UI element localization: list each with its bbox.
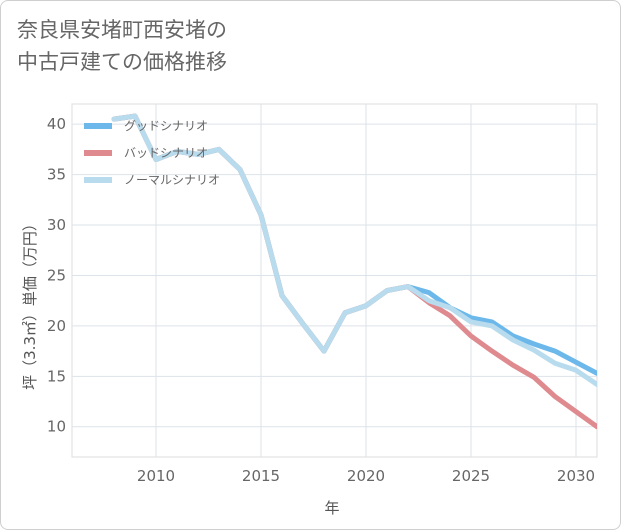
chart-title-line-1: 奈良県安堵町西安堵の — [17, 18, 227, 42]
y-tick-label: 25 — [47, 266, 66, 284]
x-tick-label: 2025 — [452, 467, 490, 485]
plot-area — [71, 103, 598, 458]
x-tick-label: 2015 — [242, 467, 280, 485]
chart-title: 奈良県安堵町西安堵の 中古戸建ての価格推移 — [17, 14, 457, 78]
series-line-normal — [111, 113, 597, 387]
y-tick-label: 40 — [47, 115, 66, 133]
x-tick-label: 2030 — [557, 467, 595, 485]
y-tick-label: 20 — [47, 317, 66, 335]
x-tick-labels: 2010 2015 2020 2025 2030 — [137, 467, 595, 485]
legend-label-normal: ノーマルシナリオ — [124, 173, 220, 187]
y-tick-label: 30 — [47, 216, 66, 234]
y-tick-label: 10 — [47, 418, 66, 436]
x-axis-title: 年 — [324, 499, 339, 517]
y-tick-label: 15 — [47, 367, 66, 385]
grid-lines — [72, 104, 597, 457]
y-axis-title: 坪（3.3㎡）単価（万円） — [21, 216, 39, 390]
legend-label-good: グッドシナリオ — [124, 119, 208, 133]
x-tick-label: 2010 — [137, 467, 175, 485]
series-lines — [111, 113, 597, 430]
chart-title-line-2: 中古戸建ての価格推移 — [17, 50, 227, 74]
y-tick-labels: 10 15 20 25 30 35 40 — [47, 115, 66, 436]
legend-label-bad: バッドシナリオ — [124, 146, 208, 160]
x-tick-label: 2020 — [347, 467, 385, 485]
y-tick-label: 35 — [47, 166, 66, 184]
